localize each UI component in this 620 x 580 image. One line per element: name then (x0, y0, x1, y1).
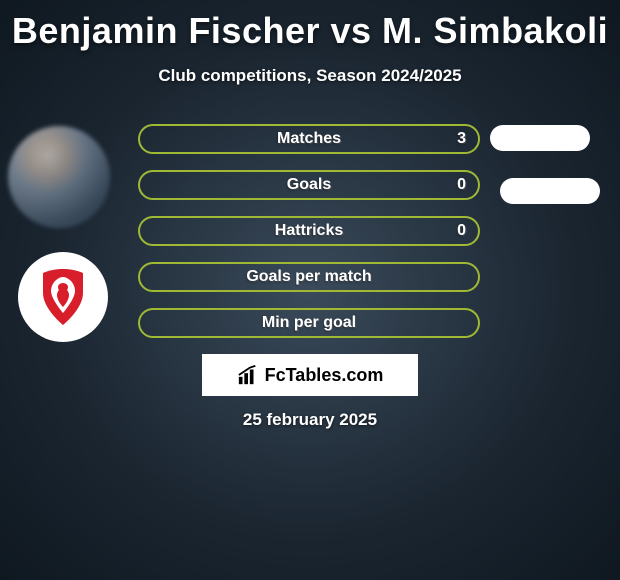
stat-label: Matches (277, 130, 341, 148)
stat-label: Goals per match (246, 268, 371, 286)
stat-label: Goals (287, 176, 331, 194)
subtitle: Club competitions, Season 2024/2025 (0, 66, 620, 86)
stat-label: Hattricks (275, 222, 343, 240)
stat-value: 0 (457, 176, 466, 194)
stats-panel: Matches 3 Goals 0 Hattricks 0 Goals per … (138, 124, 480, 354)
brand-box[interactable]: FcTables.com (202, 354, 418, 396)
brand-text: FcTables.com (265, 365, 384, 386)
comparison-pill-1 (490, 125, 590, 151)
stat-value: 3 (457, 130, 466, 148)
club-badge (18, 252, 108, 342)
comparison-pill-2 (500, 178, 600, 204)
date-label: 25 february 2025 (0, 410, 620, 430)
chart-bars-icon (237, 364, 259, 386)
page-title: Benjamin Fischer vs M. Simbakoli (0, 0, 620, 52)
stat-row-goals: Goals 0 (138, 170, 480, 200)
player-avatar-1 (8, 126, 110, 228)
stat-row-gpm: Goals per match (138, 262, 480, 292)
stat-row-mpg: Min per goal (138, 308, 480, 338)
stat-row-matches: Matches 3 (138, 124, 480, 154)
stat-label: Min per goal (262, 314, 356, 332)
stat-value: 0 (457, 222, 466, 240)
shield-icon (37, 267, 89, 327)
stat-row-hattricks: Hattricks 0 (138, 216, 480, 246)
